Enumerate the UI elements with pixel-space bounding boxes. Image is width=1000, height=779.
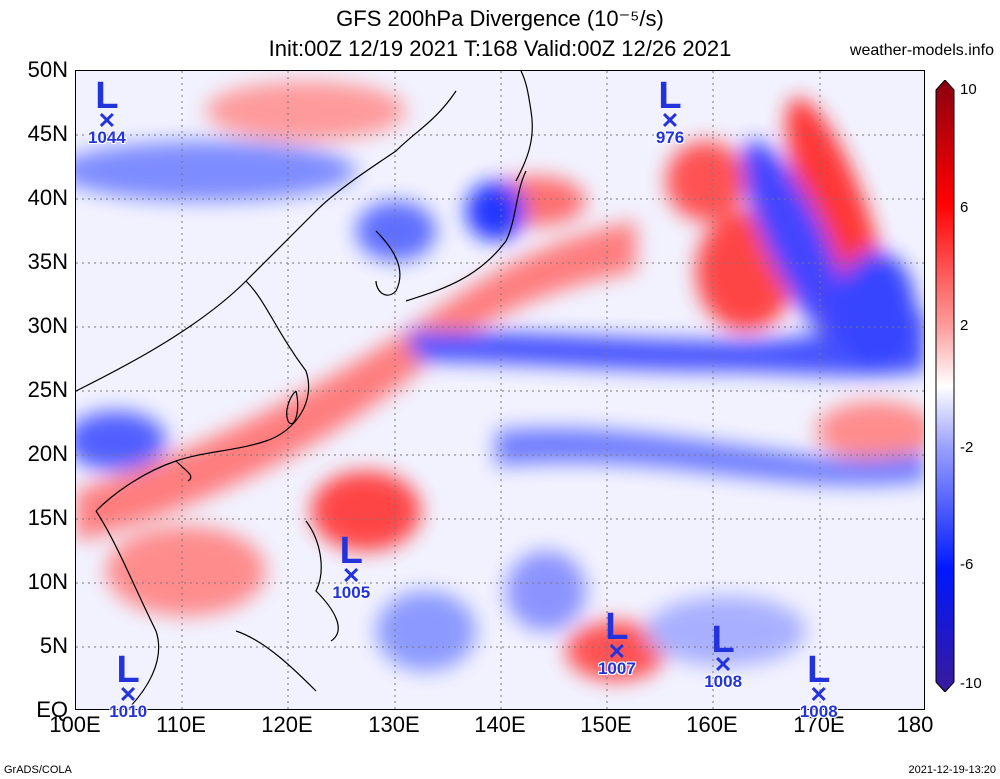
- low-letter: L: [658, 75, 682, 118]
- lat-label-50n: 50N: [27, 57, 68, 82]
- low-pressure-marker: L ✕ 976: [640, 75, 700, 148]
- lat-label-5n: 5N: [39, 633, 68, 658]
- map-title: GFS 200hPa Divergence (10⁻⁵/s): [336, 6, 664, 31]
- lon-label-160e: 160E: [686, 712, 738, 737]
- footer-timestamp: 2021-12-19-13:20: [908, 764, 996, 776]
- colorbar-tick-10: 10: [960, 81, 977, 98]
- lon-label-140e: 140E: [474, 712, 526, 737]
- low-pressure-value: 1005: [332, 582, 371, 602]
- low-pressure-marker: L ✕ 1005: [321, 529, 381, 602]
- low-letter: L: [711, 619, 735, 662]
- colorbar: [935, 80, 955, 692]
- low-pressure-value: 1010: [109, 701, 148, 721]
- low-center-icon: ✕: [118, 681, 138, 707]
- colorbar-tick-m2: -2: [960, 439, 974, 456]
- low-pressure-value: 1044: [87, 128, 126, 148]
- low-letter: L: [605, 606, 629, 649]
- lon-label-130e: 130E: [368, 712, 420, 737]
- lat-label-25n: 25N: [27, 377, 68, 402]
- low-letter: L: [807, 648, 831, 691]
- lon-label-170e: 170E: [793, 712, 845, 737]
- low-center-icon: ✕: [809, 681, 828, 707]
- lat-label-10n: 10N: [27, 569, 68, 594]
- colorbar-tick-6: 6: [960, 199, 969, 216]
- low-pressure-value: 1008: [799, 701, 838, 721]
- lat-label-30n: 30N: [27, 313, 68, 338]
- lon-label-150e: 150E: [580, 712, 632, 737]
- divergence-map: [75, 70, 925, 710]
- low-pressure-value: 976: [655, 128, 685, 148]
- low-pressure-value: 1007: [597, 659, 636, 679]
- footer-software: GrADS/COLA: [4, 764, 72, 776]
- lat-label-15n: 15N: [27, 505, 68, 530]
- lon-label-120e: 120E: [261, 712, 313, 737]
- low-center-icon: ✕: [660, 108, 680, 134]
- low-letter: L: [116, 648, 140, 691]
- low-center-icon: ✕: [607, 639, 627, 665]
- lat-label-20n: 20N: [27, 441, 68, 466]
- low-pressure-value: 1008: [704, 672, 743, 692]
- low-pressure-marker: L ✕ 1008: [789, 648, 849, 721]
- low-letter: L: [95, 75, 119, 118]
- low-pressure-marker: L ✕ 1044: [77, 75, 137, 148]
- coastlines: [76, 71, 533, 709]
- low-center-icon: ✕: [342, 562, 361, 588]
- lon-label-110e: 110E: [156, 712, 206, 737]
- lat-label-35n: 35N: [27, 249, 68, 274]
- lat-label-eq: EQ: [36, 697, 68, 722]
- low-center-icon: ✕: [97, 108, 117, 134]
- lon-label-180: 180: [896, 712, 934, 737]
- low-pressure-marker: L ✕ 1007: [587, 606, 647, 679]
- colorbar-tick-m10: -10: [960, 675, 982, 692]
- low-pressure-marker: L ✕ 1010: [98, 648, 158, 721]
- lon-label-100e: 100E: [49, 712, 101, 737]
- divergence-field: [76, 71, 924, 709]
- colorbar-tick-2: 2: [960, 317, 969, 334]
- colorbar-tick-m6: -6: [960, 556, 974, 573]
- lat-label-45n: 45N: [27, 121, 68, 146]
- low-letter: L: [339, 529, 363, 572]
- map-subtitle: Init:00Z 12/19 2021 T:168 Valid:00Z 12/2…: [268, 36, 732, 61]
- low-pressure-marker: L ✕ 1008: [693, 619, 753, 692]
- low-center-icon: ✕: [713, 652, 733, 678]
- site-credit: weather-models.info: [849, 42, 994, 59]
- lat-label-40n: 40N: [27, 185, 68, 210]
